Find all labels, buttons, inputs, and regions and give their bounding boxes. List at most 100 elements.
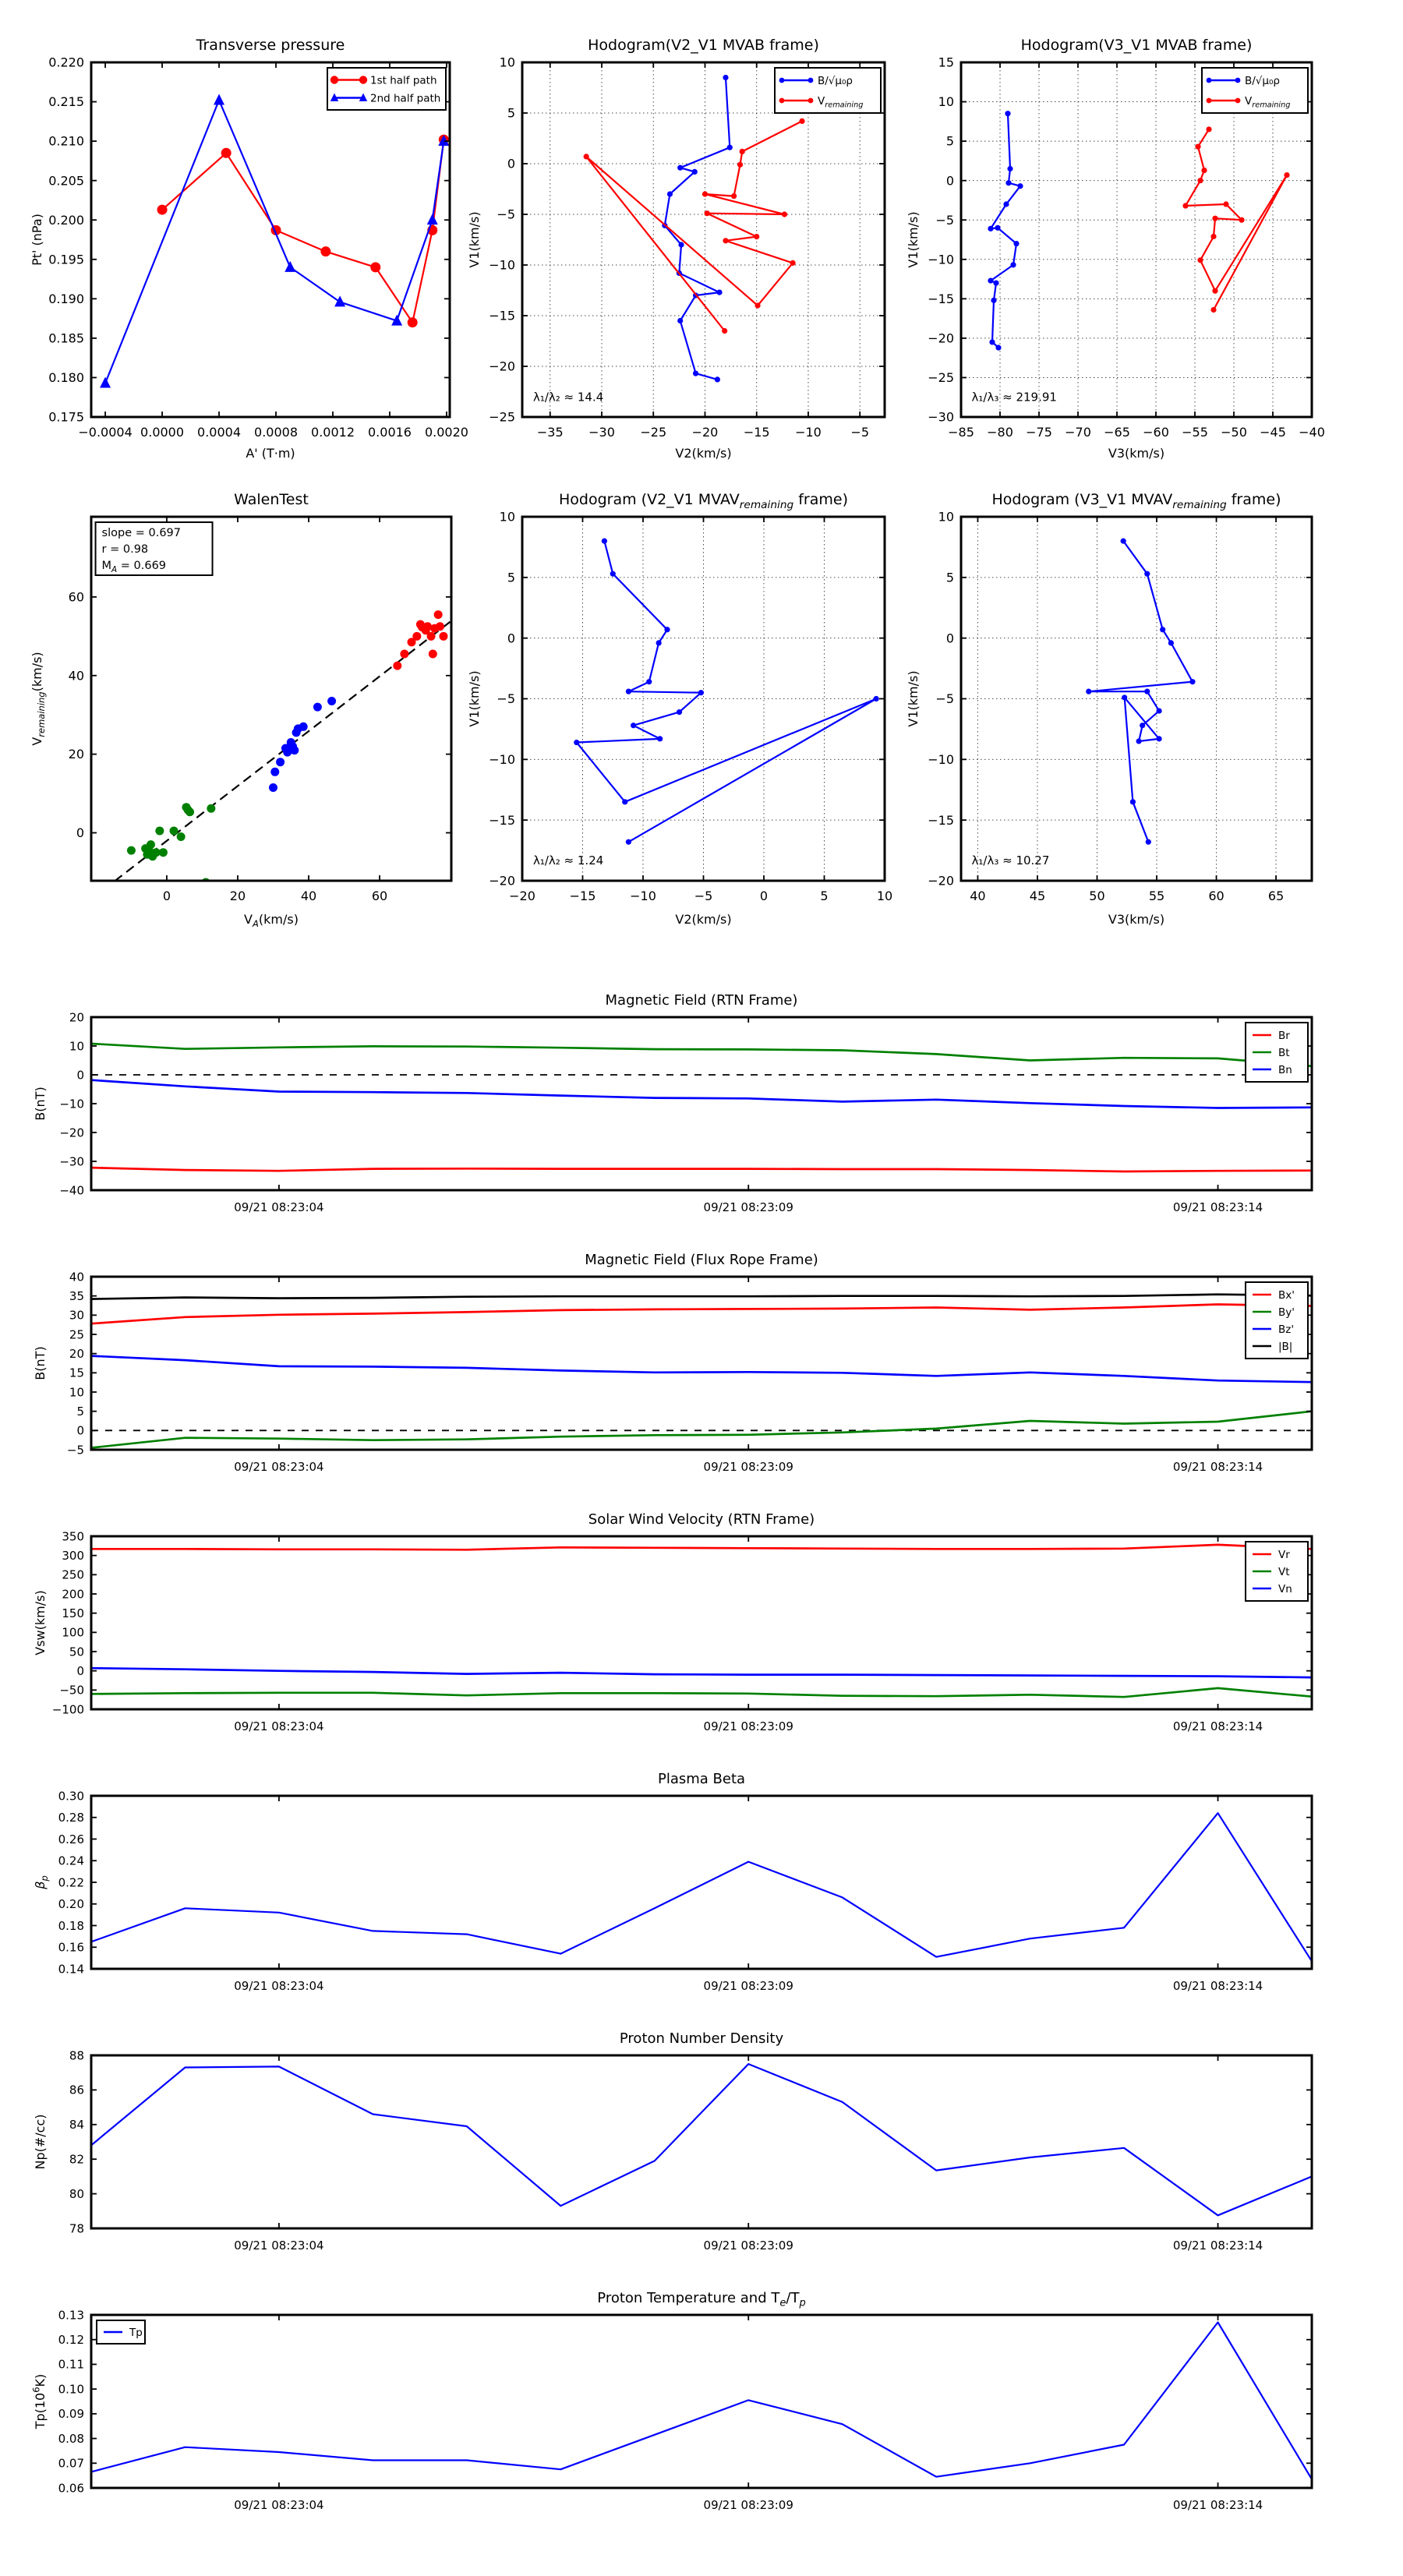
- panel-title: Proton Temperature and Te/Tp: [597, 2290, 805, 2309]
- circle-marker: [186, 807, 195, 817]
- panel-hodogram-v2v1-mvab: −35 −30 −25 −20 −15 −10 −5 −25 −20 −15 −10 −5 0 5 10 Ho…: [467, 37, 886, 461]
- y-axis-label: V1(km/s): [906, 211, 921, 267]
- circle-marker: [426, 631, 436, 641]
- y-tick-label: 0.07: [58, 2457, 84, 2471]
- triangle-marker: [330, 93, 339, 101]
- plot-area: [90, 1812, 1313, 1963]
- y-tick-label: 0: [76, 1424, 84, 1438]
- circle-marker: [991, 297, 997, 303]
- x-tick-label: 09/21 08:23:14: [1173, 1200, 1263, 1214]
- circle-marker: [1284, 171, 1290, 178]
- circle-marker: [622, 799, 628, 805]
- series-v-remaining-path: [1086, 538, 1196, 845]
- legend: Bx' By' Bz' |B|: [1245, 1281, 1309, 1359]
- circle-marker: [433, 610, 443, 620]
- y-tick-label: 10: [69, 1385, 84, 1399]
- circle-marker: [407, 638, 416, 647]
- y-tick-label: −20: [489, 874, 515, 889]
- y-tick-label: −50: [59, 1684, 84, 1698]
- legend-label: Vr: [1278, 1549, 1290, 1561]
- circle-marker: [722, 327, 728, 334]
- circle-marker: [676, 709, 683, 716]
- circle-marker: [739, 148, 745, 154]
- x-tick-label: 60: [1208, 889, 1224, 903]
- legend-box: [1201, 67, 1309, 114]
- circle-marker: [779, 97, 785, 104]
- legend: Tp: [96, 2320, 146, 2345]
- legend-box: [1245, 1281, 1309, 1359]
- x-tick-label: 20: [230, 889, 246, 903]
- circle-marker: [407, 317, 418, 328]
- y-tick-label: 0.215: [48, 94, 84, 109]
- legend: Br Bt Bn: [1245, 1022, 1309, 1083]
- y-tick-label: −40: [59, 1183, 84, 1197]
- circle-marker: [126, 846, 136, 855]
- y-tick-label: 20: [69, 747, 84, 761]
- series-v-remaining: [583, 118, 805, 334]
- panel-proton-temperature: 09/21 08:23:04 09/21 08:23:09 09/21 08:23:…: [31, 2290, 1313, 2512]
- circle-marker: [692, 370, 699, 376]
- circle-marker: [370, 262, 381, 273]
- circle-marker: [157, 204, 168, 215]
- y-tick-label: 0.16: [58, 1941, 84, 1955]
- circle-marker: [1156, 708, 1162, 714]
- legend-label: Vremaining: [1245, 95, 1290, 110]
- y-tick-label: 5: [507, 570, 515, 585]
- x-tick-label: 09/21 08:23:09: [704, 2498, 793, 2512]
- circle-marker: [359, 76, 368, 84]
- x-tick-label: 0.0004: [197, 425, 241, 440]
- x-tick-label: 60: [372, 889, 387, 903]
- annotation-text: λ₁/λ₂ ≈ 14.4: [533, 390, 603, 405]
- y-tick-label: 0.185: [48, 330, 84, 345]
- y-tick-label: 300: [62, 1549, 84, 1563]
- series-line: [90, 2321, 1313, 2480]
- circle-marker: [702, 191, 709, 197]
- x-axis-label: V3(km/s): [1108, 912, 1164, 927]
- circle-marker: [988, 277, 994, 284]
- y-tick-label: 350: [62, 1529, 84, 1543]
- y-tick-label: −30: [928, 410, 954, 425]
- x-axis-label: V2(km/s): [675, 912, 731, 927]
- annotation-box: slope = 0.697 r = 0.98 MA = 0.669: [94, 521, 214, 577]
- x-tick-label: −85: [948, 425, 974, 440]
- y-tick-label: 82: [69, 2152, 84, 2166]
- x-tick-label: −75: [1026, 425, 1052, 440]
- y-tick-label: 0.24: [58, 1854, 84, 1868]
- x-tick-label: 5: [820, 889, 828, 903]
- x-tick-label: −55: [1182, 425, 1208, 440]
- circle-marker: [646, 679, 652, 685]
- circle-marker: [201, 878, 210, 882]
- plot-background: [91, 2055, 1312, 2228]
- y-tick-label: 150: [62, 1606, 84, 1620]
- circle-marker: [1197, 257, 1203, 263]
- y-tick-label: −5: [935, 213, 954, 228]
- circle-marker: [1206, 126, 1212, 133]
- y-tick-label: 86: [69, 2083, 84, 2097]
- x-tick-label: 09/21 08:23:04: [234, 2239, 323, 2253]
- x-tick-label: 09/21 08:23:14: [1173, 2239, 1263, 2253]
- circle-marker: [1010, 262, 1016, 268]
- legend-label: |B|: [1278, 1341, 1292, 1353]
- circle-marker: [1206, 97, 1212, 104]
- circle-marker: [1144, 571, 1150, 577]
- y-axis-label: Pt' (nPa): [30, 214, 44, 266]
- circle-marker: [781, 211, 788, 217]
- panel-title: Hodogram(V3_V1 MVAB frame): [1021, 37, 1253, 54]
- y-tick-label: 0.13: [58, 2308, 84, 2322]
- circle-marker: [1195, 143, 1201, 150]
- circle-marker: [574, 739, 580, 746]
- series-b-over-sqrt-mu0rho: [988, 111, 1023, 351]
- circle-marker: [1168, 640, 1174, 646]
- y-axis-label: B(nT): [33, 1346, 48, 1380]
- x-tick-label: 09/21 08:23:14: [1173, 1979, 1263, 1993]
- circle-marker: [269, 783, 278, 792]
- x-tick-label: −50: [1221, 425, 1247, 440]
- series-Vn: [90, 1666, 1313, 1679]
- circle-marker: [435, 622, 444, 631]
- panel-transverse-pressure: −0.0004 0.0000 0.0004 0.0008 0.0012 0.0016 0.0…: [30, 37, 468, 461]
- x-tick-label: 09/21 08:23:09: [704, 1460, 793, 1474]
- y-tick-label: 0.14: [58, 1962, 84, 1976]
- circle-marker: [158, 848, 168, 857]
- circle-marker: [698, 690, 705, 696]
- legend-label: 2nd half path: [370, 92, 440, 104]
